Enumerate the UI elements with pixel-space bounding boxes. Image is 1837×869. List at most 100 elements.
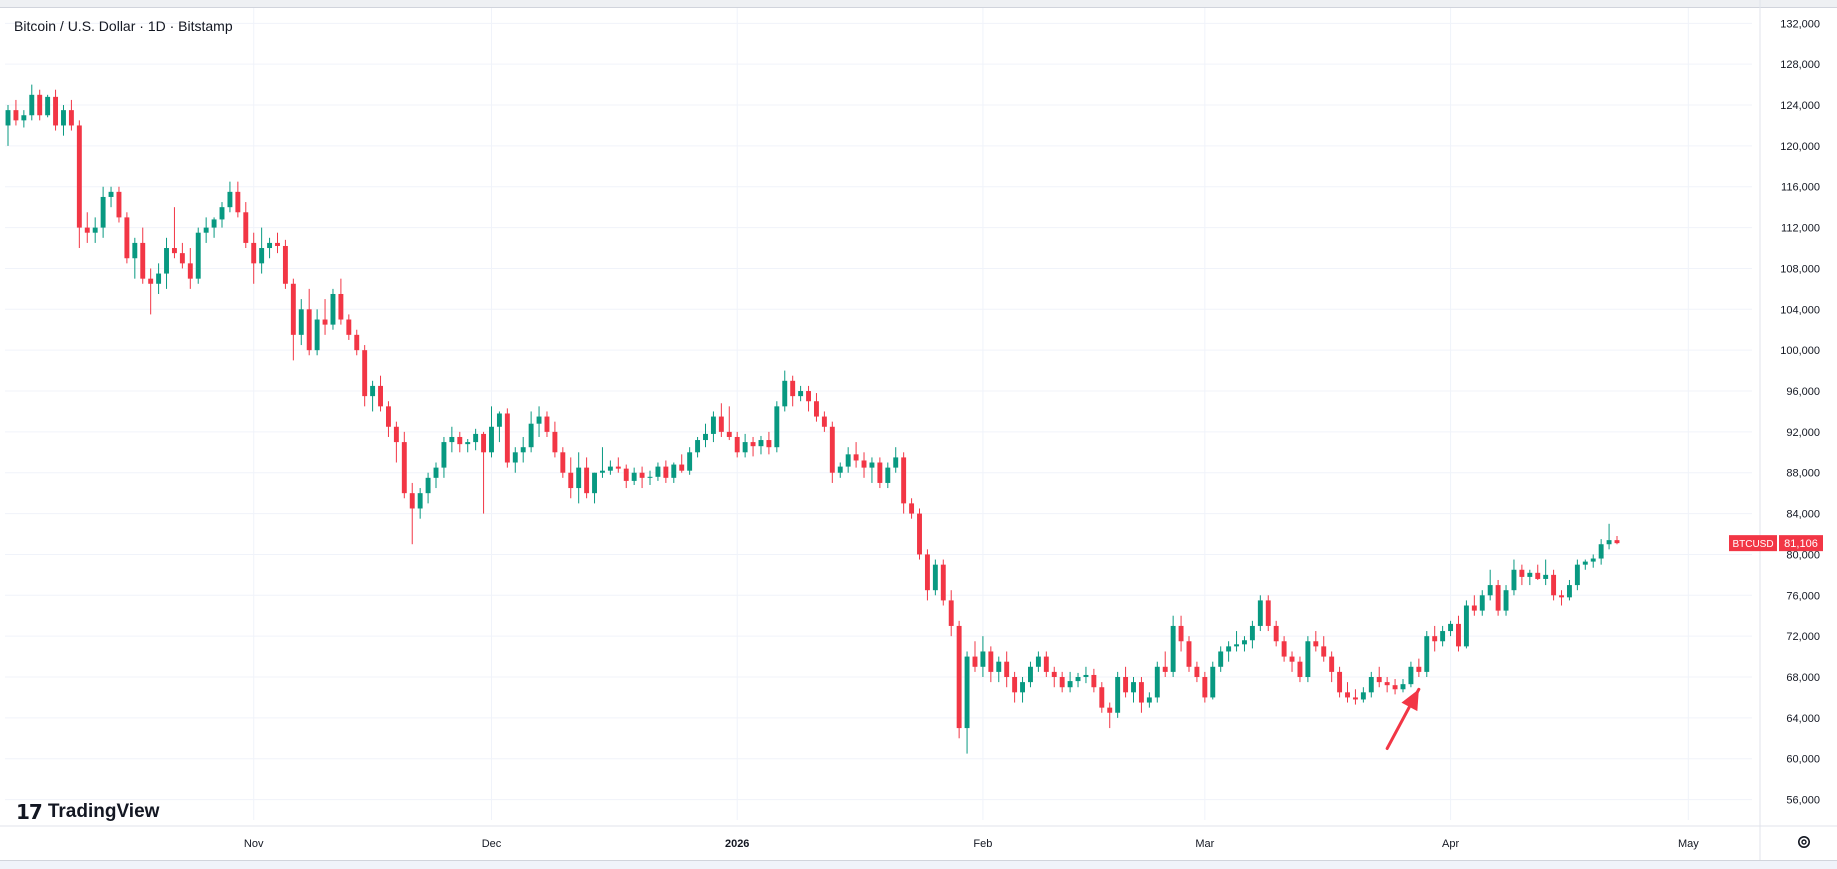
candle [1471, 595, 1477, 616]
candle-body [837, 466, 843, 473]
candle [1178, 615, 1184, 652]
candle-body [520, 447, 526, 453]
candle [893, 447, 899, 473]
candle [806, 385, 811, 412]
candle [1138, 677, 1144, 713]
price-axis[interactable]: 132,000 128,000 124,000 120,000 116,000 112,0… [1759, 0, 1820, 860]
price-tick-label: 120,000 [1780, 141, 1820, 153]
candle-body [1559, 595, 1564, 598]
candle [750, 436, 756, 457]
candle-body [187, 263, 193, 279]
candle [1321, 636, 1327, 662]
candle-body [1400, 684, 1406, 690]
candle-body [1028, 666, 1033, 683]
candle-body [370, 385, 376, 397]
candle [378, 375, 383, 412]
candle [370, 380, 376, 412]
candle [425, 472, 431, 504]
candle-body [1519, 569, 1525, 577]
candle-body [1249, 625, 1255, 641]
candle [203, 217, 209, 243]
candle [108, 186, 114, 208]
candle [1519, 564, 1525, 586]
candle-body [417, 493, 423, 509]
candle [267, 237, 273, 259]
candle-body [306, 309, 312, 351]
candle-body [512, 452, 518, 463]
price-tick-label: 116,000 [1781, 182, 1820, 194]
candle [655, 462, 661, 481]
candle [433, 462, 439, 489]
candle [1598, 539, 1604, 565]
candle-body [607, 466, 613, 471]
candle-body [901, 457, 907, 504]
candle [639, 466, 645, 489]
candle [1543, 559, 1549, 586]
gear-icon[interactable] [1794, 832, 1814, 852]
candle-body [750, 442, 756, 447]
candle-body [1234, 644, 1240, 647]
candle-body [1138, 682, 1144, 703]
candle [61, 105, 66, 136]
candle-body [37, 94, 43, 116]
candle [956, 620, 962, 739]
symbol-title[interactable]: Bitcoin / U.S. Dollar · 1D · Bitstamp [14, 18, 233, 34]
candle [195, 227, 201, 284]
candle [1503, 585, 1509, 616]
tradingview-logo[interactable]: 17 TradingView [16, 800, 159, 824]
candle-body [84, 227, 90, 233]
candle-body [92, 227, 98, 233]
candle-body [1067, 681, 1073, 688]
candle-body [1408, 666, 1414, 685]
candle-body [449, 436, 455, 443]
candle [132, 237, 138, 279]
candle [568, 457, 574, 499]
candle [774, 401, 780, 453]
candle [1202, 671, 1208, 703]
candle-body [1162, 666, 1168, 672]
candle-body [853, 454, 859, 461]
candle-body [346, 319, 352, 335]
candle [1416, 658, 1422, 678]
candle-body [164, 248, 169, 274]
candle-body [528, 423, 534, 448]
candle [829, 421, 835, 483]
candle [164, 237, 169, 289]
candle [1352, 689, 1358, 705]
candle [1170, 615, 1176, 678]
candle [1440, 625, 1446, 647]
candle [282, 239, 288, 289]
candle [1448, 620, 1454, 637]
candle-body [401, 442, 407, 494]
candle-body [663, 466, 669, 478]
candle-body [584, 467, 590, 494]
candle [972, 641, 978, 672]
time-axis[interactable]: Nov Dec 2026 Feb Mar Apr May [0, 825, 1837, 850]
candle-body [1551, 574, 1557, 596]
candle [1337, 666, 1343, 698]
candle [489, 406, 494, 458]
candle [449, 426, 455, 453]
price-tick-label: 92,000 [1786, 427, 1820, 439]
candle [148, 268, 154, 315]
candle [1392, 679, 1398, 695]
candle-body [639, 472, 645, 478]
candle [1559, 590, 1564, 606]
price-badge: BTCUSD 81,106 [1729, 535, 1823, 552]
candle [687, 447, 693, 475]
candle [84, 212, 90, 243]
candle [703, 423, 708, 448]
candle [734, 431, 740, 458]
candle-body [1297, 661, 1303, 678]
candle [251, 232, 257, 284]
candle [1305, 636, 1311, 683]
candle [584, 457, 590, 499]
candle-body [1154, 666, 1160, 698]
candle-body [275, 242, 280, 246]
candle [758, 435, 764, 455]
candle [21, 110, 27, 128]
candle [1424, 631, 1430, 678]
price-badge-bg [1779, 535, 1823, 552]
candle [885, 462, 891, 489]
